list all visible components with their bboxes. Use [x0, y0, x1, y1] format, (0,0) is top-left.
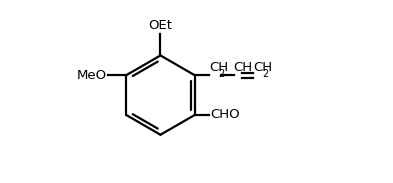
Text: CH: CH — [253, 61, 272, 74]
Text: CH: CH — [233, 61, 253, 74]
Text: OEt: OEt — [149, 19, 173, 32]
Text: MeO: MeO — [77, 69, 107, 82]
Text: 2: 2 — [262, 68, 268, 79]
Text: CH: CH — [209, 61, 228, 74]
Text: 2: 2 — [218, 68, 224, 79]
Text: CHO: CHO — [210, 109, 240, 122]
